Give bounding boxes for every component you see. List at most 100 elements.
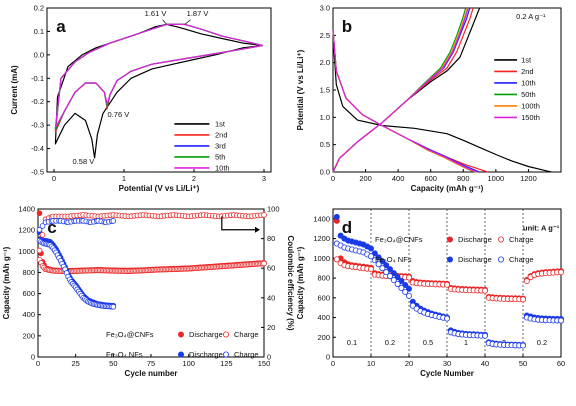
x-tick-label: 0	[52, 174, 56, 183]
x-tick-label: 10	[367, 359, 375, 368]
cv-curve-10th	[54, 23, 263, 129]
legend-marker	[446, 256, 453, 263]
y-axis-label: Current (mA)	[10, 65, 19, 115]
x-tick-label: 50	[519, 359, 527, 368]
x-axis-label: Potential (V vs Li/Li⁺)	[119, 184, 200, 193]
y-tick-label: 0	[31, 353, 35, 362]
x-tick-label: 600	[424, 174, 437, 183]
y-tick-label: 0.2	[34, 4, 44, 13]
data-point	[371, 250, 378, 257]
data-point	[371, 257, 378, 264]
y-tick-label: -0.3	[31, 121, 44, 130]
x-axis-label: Cycle number	[125, 369, 178, 378]
data-point	[520, 296, 527, 303]
plot-frame	[46, 7, 272, 173]
y-tick-label: 800	[317, 274, 330, 283]
legend-label: 50th	[521, 90, 536, 99]
x-tick-label: 25	[71, 359, 79, 368]
data-point	[390, 277, 397, 284]
y-tick-label: 0	[326, 353, 330, 362]
y-tick-label: 400	[317, 313, 330, 322]
discharge-curve-150th	[332, 29, 479, 173]
y-tick-label: 2.0	[320, 58, 330, 67]
y-tick-label: 800	[22, 268, 35, 277]
x-tick-label: 3	[262, 174, 266, 183]
data-point	[402, 281, 409, 288]
data-point	[405, 274, 412, 281]
panel-c: 0 25 50 75 100 125 150020040060080010001200140…	[2, 205, 295, 379]
legend-marker	[222, 331, 229, 338]
legend-label: 10th	[521, 79, 536, 88]
y-tick-label: 600	[317, 293, 330, 302]
current-density-label: 0.2 A g⁻¹	[516, 12, 546, 21]
y-tick-label: 2.5	[320, 31, 330, 40]
axis-arrow-icon	[221, 216, 255, 231]
y2-tick-label: 40	[267, 293, 275, 302]
y2-tick-label: 80	[267, 234, 275, 243]
axis-arrow-head-icon	[254, 226, 260, 233]
y-tick-label: 3.0	[320, 4, 330, 13]
data-point	[383, 269, 390, 276]
y-tick-label: 200	[22, 331, 35, 340]
x-tick-label: 200	[359, 174, 372, 183]
data-point	[36, 210, 43, 217]
data-point	[398, 278, 405, 285]
annotation-pointer	[184, 19, 191, 25]
legend-charge-label: Charge	[234, 330, 259, 339]
x-tick-label: 2	[192, 174, 196, 183]
panel-label: a	[56, 17, 66, 36]
y-tick-label: 200	[317, 333, 330, 342]
panel-b: 0 200 400 600 800 1000 1200 0.0 0.5 1.0 1.5 2.0 2.5 3…	[296, 4, 562, 193]
x-tick-label: 50	[109, 359, 117, 368]
charge-curve-50th	[332, 7, 467, 173]
x-tick-label: 30	[443, 359, 451, 368]
x-tick-label: 40	[481, 359, 489, 368]
data-point	[367, 245, 374, 252]
y2-tick-label: 0	[267, 353, 271, 362]
legend-label: 2nd	[521, 67, 534, 76]
peak-annotation: 0.76 V	[108, 110, 130, 119]
y-tick-label: 1200	[18, 226, 35, 235]
y-tick-label: 0.0	[34, 50, 44, 59]
x-axis-label: Capacity (mAh g⁻¹)	[411, 184, 484, 193]
panel-label: d	[342, 218, 352, 237]
x-tick-label: 20	[405, 359, 413, 368]
data-point	[398, 284, 405, 291]
x-tick-label: 800	[457, 174, 470, 183]
y-tick-label: 0.1	[34, 27, 44, 36]
data-point	[333, 256, 340, 263]
y-tick-label: 1400	[18, 205, 35, 214]
data-point	[386, 266, 393, 273]
y-tick-label: -0.4	[31, 144, 44, 153]
data-point	[337, 232, 344, 239]
discharge-curve-1st	[332, 35, 552, 173]
unit-label: unit: A g⁻¹	[523, 224, 560, 233]
x-tick-label: 0	[36, 359, 40, 368]
data-point	[520, 342, 527, 349]
cv-curve-1st	[54, 23, 263, 159]
peak-annotation: 0.58 V	[73, 157, 95, 166]
discharge-curve-100th	[332, 29, 477, 173]
data-point	[558, 317, 565, 324]
data-point	[443, 281, 450, 288]
data-point	[394, 274, 401, 281]
panel-label: b	[342, 17, 352, 36]
y-axis-label: Capacity (mAh g⁻¹)	[2, 246, 11, 319]
legend-marker	[497, 236, 504, 243]
legend-label: 150th	[521, 113, 540, 122]
data-point	[558, 269, 565, 276]
y2-axis-label: Coulombic efficiency (%)	[286, 235, 295, 330]
data-point	[379, 258, 386, 265]
y-tick-label: -0.2	[31, 97, 44, 106]
peak-annotation: 1.87 V	[187, 9, 209, 18]
data-point	[409, 302, 416, 309]
data-point	[405, 285, 412, 292]
legend-label: 100th	[521, 102, 540, 111]
x-tick-label: 125	[220, 359, 233, 368]
data-point	[261, 260, 267, 267]
x-tick-label: 0	[331, 174, 335, 183]
y-tick-label: 1.0	[320, 113, 330, 122]
y2-tick-label: 60	[267, 264, 275, 273]
legend-marker	[497, 256, 504, 263]
charge-curve-150th	[332, 7, 469, 173]
